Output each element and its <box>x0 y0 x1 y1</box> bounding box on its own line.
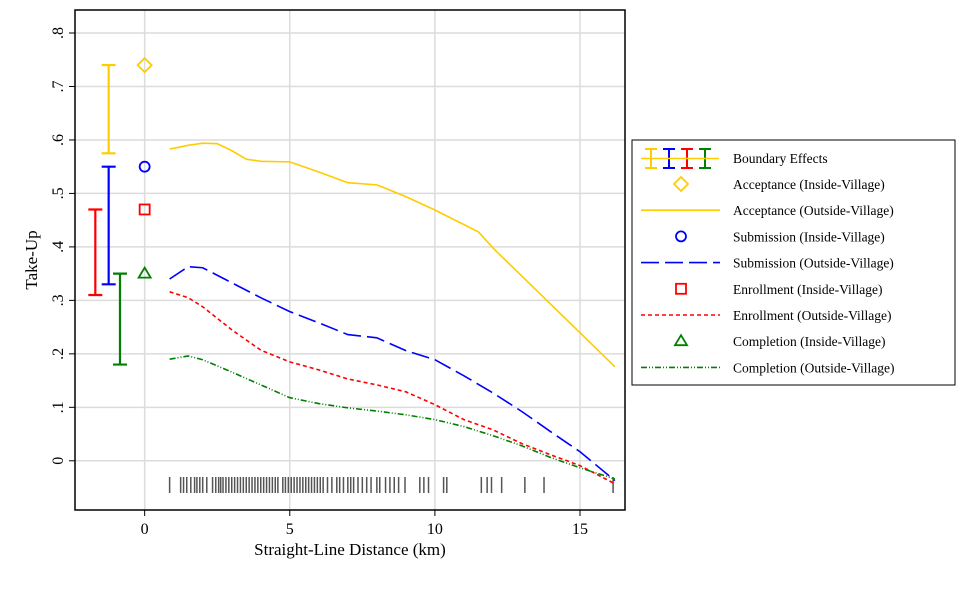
grid <box>75 10 625 510</box>
y-tick-label: .5 <box>50 187 67 199</box>
legend: Boundary Effects Acceptance (Inside-Vill… <box>631 139 956 386</box>
legend-triangle-icon <box>673 333 689 347</box>
legend-label: Enrollment (Inside-Village) <box>733 282 883 297</box>
x-tick-label: 0 <box>141 521 149 538</box>
y-tick-label: .3 <box>50 294 67 306</box>
y-tick-label: .4 <box>50 241 67 253</box>
marker-submission-inside <box>138 160 151 173</box>
series-lines <box>169 142 616 485</box>
y-tick-label: .7 <box>50 80 67 92</box>
legend-label: Enrollment (Outside-Village) <box>733 308 892 323</box>
inside-village-markers <box>136 56 153 279</box>
boundary-effect-enrollment <box>88 208 103 297</box>
x-tick-label: 5 <box>286 521 294 538</box>
y-tick-label: .1 <box>50 401 67 413</box>
legend-label: Completion (Inside-Village) <box>733 334 886 349</box>
legend-label: Submission (Inside-Village) <box>733 229 885 244</box>
y-tick-label: .2 <box>50 348 67 360</box>
legend-label: Completion (Outside-Village) <box>733 360 895 375</box>
legend-circle-icon <box>675 230 687 243</box>
boundary-effects <box>88 63 127 366</box>
boundary-effect-submission <box>101 165 116 286</box>
y-tick-label: .6 <box>50 134 67 146</box>
y-tick-label: .8 <box>50 27 67 39</box>
marker-acceptance-inside <box>136 56 153 74</box>
series-line-acceptance <box>169 142 616 368</box>
y-axis-label: Take-Up <box>22 230 41 289</box>
rug-plot <box>168 477 614 493</box>
x-tick-label: 10 <box>427 521 443 538</box>
series-line-submission <box>169 265 616 482</box>
legend-label: Acceptance (Outside-Village) <box>733 203 894 218</box>
boundary-effect-completion <box>112 272 127 366</box>
marker-completion-inside <box>137 265 153 279</box>
series-line-enrollment <box>169 291 616 485</box>
boundary-effect-acceptance <box>101 63 116 155</box>
legend-boundary-label: Boundary Effects <box>733 151 828 166</box>
legend-label: Acceptance (Inside-Village) <box>733 177 885 192</box>
legend-label: Submission (Outside-Village) <box>733 256 894 271</box>
axes: 0 5 10 15 0 .1 .2 .3 .4 .5 .6 .7 .8 <box>50 27 588 538</box>
legend-square-icon <box>675 282 687 295</box>
marker-enrollment-inside <box>138 203 151 216</box>
x-axis-label: Straight-Line Distance (km) <box>254 540 446 559</box>
plot-frame <box>74 9 626 511</box>
y-tick-label: 0 <box>50 457 67 465</box>
x-tick-label: 15 <box>572 521 588 538</box>
legend-diamond-icon <box>672 175 690 193</box>
